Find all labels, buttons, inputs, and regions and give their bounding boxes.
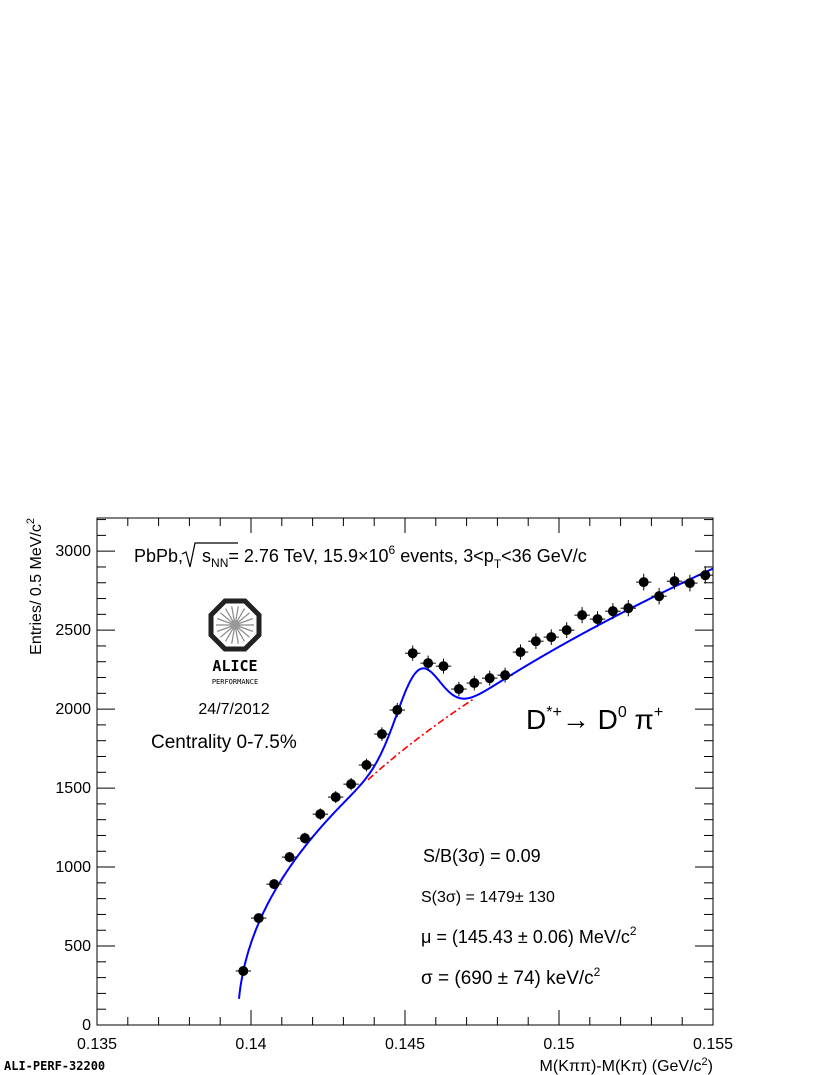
y-tick-label: 2000 (55, 701, 91, 718)
plot-frame (96, 517, 714, 1026)
data-point (343, 777, 359, 791)
alice-logo: ALICE PERFORMANCE (208, 598, 262, 686)
sb-label: S/B(3σ) = 0.09 (423, 846, 541, 866)
centrality-label: Centrality 0-7.5% (151, 732, 297, 753)
total-fit-curve (238, 567, 714, 999)
data-point (482, 670, 498, 686)
data-point (589, 611, 606, 628)
data-point (466, 675, 482, 691)
data-point (358, 758, 375, 772)
sqrt-sign (181, 542, 238, 568)
data-point (636, 573, 652, 591)
data-point (697, 566, 713, 584)
y-axis-label: Entries/ 0.5 MeV/c2 (25, 518, 45, 655)
svg-text:ALICE: ALICE (212, 657, 257, 675)
figure-id: ALI-PERF-32200 (4, 1059, 105, 1073)
x-tick-label: 0.145 (385, 1036, 425, 1053)
data-point (389, 703, 405, 718)
signal-label: S(3σ) = 1479± 130 (421, 889, 555, 906)
y-tick-label: 3000 (55, 543, 91, 560)
y-tick-label: 2500 (55, 622, 91, 639)
data-point (451, 681, 467, 697)
chart-title: PbPb, sNN= 2.76 TeV, 15.9×106 events, 3<… (134, 543, 587, 571)
svg-text:PERFORMANCE: PERFORMANCE (212, 678, 258, 686)
data-point (651, 587, 667, 605)
x-axis-label: M(Kππ)-M(Kπ) (GeV/c2) (540, 1056, 713, 1075)
data-point (297, 832, 313, 844)
data-point (528, 633, 544, 649)
data-point (312, 808, 328, 820)
data-point (281, 851, 298, 863)
data-point (251, 913, 267, 924)
data-point (543, 629, 559, 645)
y-tick-label: 1000 (55, 859, 91, 876)
data-point (620, 600, 636, 617)
data-point (574, 607, 590, 624)
data-point (405, 645, 421, 661)
data-point (682, 574, 698, 592)
data-point (666, 572, 683, 590)
x-tick-label: 0.135 (77, 1036, 117, 1053)
data-point (420, 655, 436, 671)
data-point (512, 644, 529, 660)
data-point (605, 603, 621, 620)
mu-label: μ = (145.43 ± 0.06) MeV/c2 (421, 924, 637, 947)
x-tick-label: 0.155 (693, 1036, 733, 1053)
data-point (435, 658, 452, 674)
date-label: 24/7/2012 (198, 701, 269, 718)
y-tick-label: 1500 (55, 780, 91, 797)
x-tick-label: 0.15 (543, 1036, 574, 1053)
y-tick-label: 0 (82, 1017, 91, 1034)
data-point (266, 879, 282, 890)
sigma-label: σ = (690 ± 74) keV/c2 (421, 965, 601, 989)
decay-label: D*+→ D0 π+ (526, 704, 663, 735)
background-fit-curve (367, 698, 474, 781)
data-point (374, 727, 390, 741)
data-point (328, 791, 344, 804)
data-point (497, 667, 513, 683)
y-tick-label: 500 (64, 938, 91, 955)
x-tick-label: 0.14 (235, 1036, 266, 1053)
data-point (235, 965, 251, 976)
data-point (559, 622, 575, 639)
